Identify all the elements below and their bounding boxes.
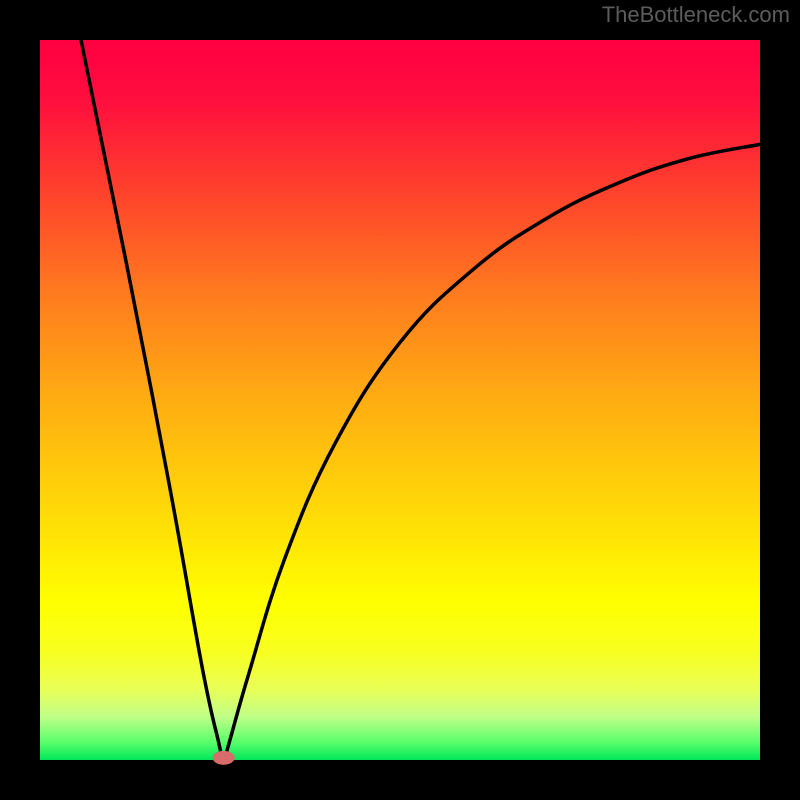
watermark-text: TheBottleneck.com — [602, 2, 790, 28]
bottleneck-chart — [0, 0, 800, 800]
optimal-point-marker — [213, 751, 235, 765]
plot-gradient-background — [40, 40, 760, 760]
chart-container: TheBottleneck.com — [0, 0, 800, 800]
